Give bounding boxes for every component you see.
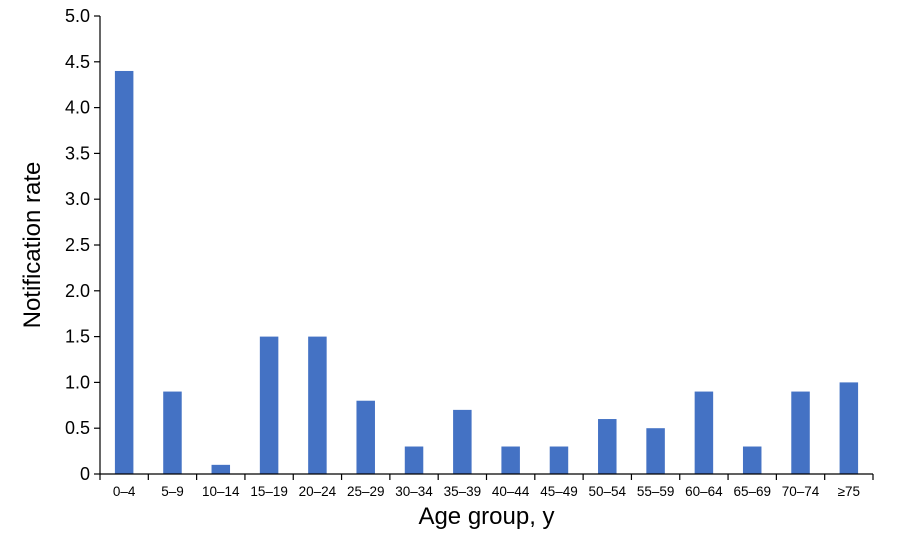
bar [356, 400, 375, 474]
x-tick-label: 70–74 [782, 484, 820, 499]
bar [549, 446, 569, 474]
bar [211, 464, 231, 474]
bar [694, 391, 714, 474]
bar [308, 336, 327, 474]
bar [742, 446, 762, 474]
x-axis-ticks: 0–4 5–9 10–14 15–19 20–24 25–29 30–34 35–39 40–4… [99, 474, 874, 499]
bar [404, 446, 424, 474]
x-tick-label: 40–44 [492, 484, 530, 499]
bars-group [114, 70, 859, 475]
x-tick-label: 65–69 [733, 484, 771, 499]
x-tick-label: 30–34 [395, 484, 433, 499]
x-tick-label: 45–49 [540, 484, 578, 499]
bar [839, 382, 859, 474]
x-tick-label: 20–24 [299, 484, 337, 499]
y-tick-label: 2.0 [65, 281, 90, 301]
x-tick-label: ≥75 [838, 484, 860, 499]
y-tick-label: 3.0 [65, 189, 90, 209]
bar [453, 409, 472, 474]
x-tick-label: 35–39 [444, 484, 482, 499]
bar [791, 391, 810, 474]
y-tick-label: 1.0 [65, 372, 90, 392]
y-tick-label: 5.0 [65, 6, 90, 26]
x-tick-label: 60–64 [685, 484, 723, 499]
x-axis-title: Age group, y [418, 503, 554, 530]
x-tick-label: 25–29 [347, 484, 385, 499]
x-tick-label: 55–59 [637, 484, 675, 499]
x-tick-label: 10–14 [202, 484, 240, 499]
y-tick-label: 4.0 [65, 98, 90, 118]
bar [598, 419, 617, 474]
y-tick-label: 4.5 [65, 52, 90, 72]
y-axis-title: Notification rate [19, 162, 46, 329]
x-tick-label: 15–19 [250, 484, 288, 499]
bar [501, 446, 520, 474]
bar [163, 391, 182, 474]
bar [114, 70, 134, 475]
y-tick-label: 0.5 [65, 418, 90, 438]
y-tick-label: 0 [80, 464, 90, 484]
y-tick-label: 2.5 [65, 235, 90, 255]
bar [259, 336, 279, 474]
y-tick-label: 3.5 [65, 143, 90, 163]
x-tick-label: 5–9 [161, 484, 184, 499]
y-tick-label: 1.5 [65, 327, 90, 347]
x-tick-label: 0–4 [113, 484, 136, 499]
y-axis-ticks: 0 0.5 1.0 1.5 2.0 2.5 3.0 3.5 4.0 4.5 5.0 [65, 6, 100, 484]
bar [646, 428, 665, 474]
x-tick-label: 50–54 [589, 484, 627, 499]
